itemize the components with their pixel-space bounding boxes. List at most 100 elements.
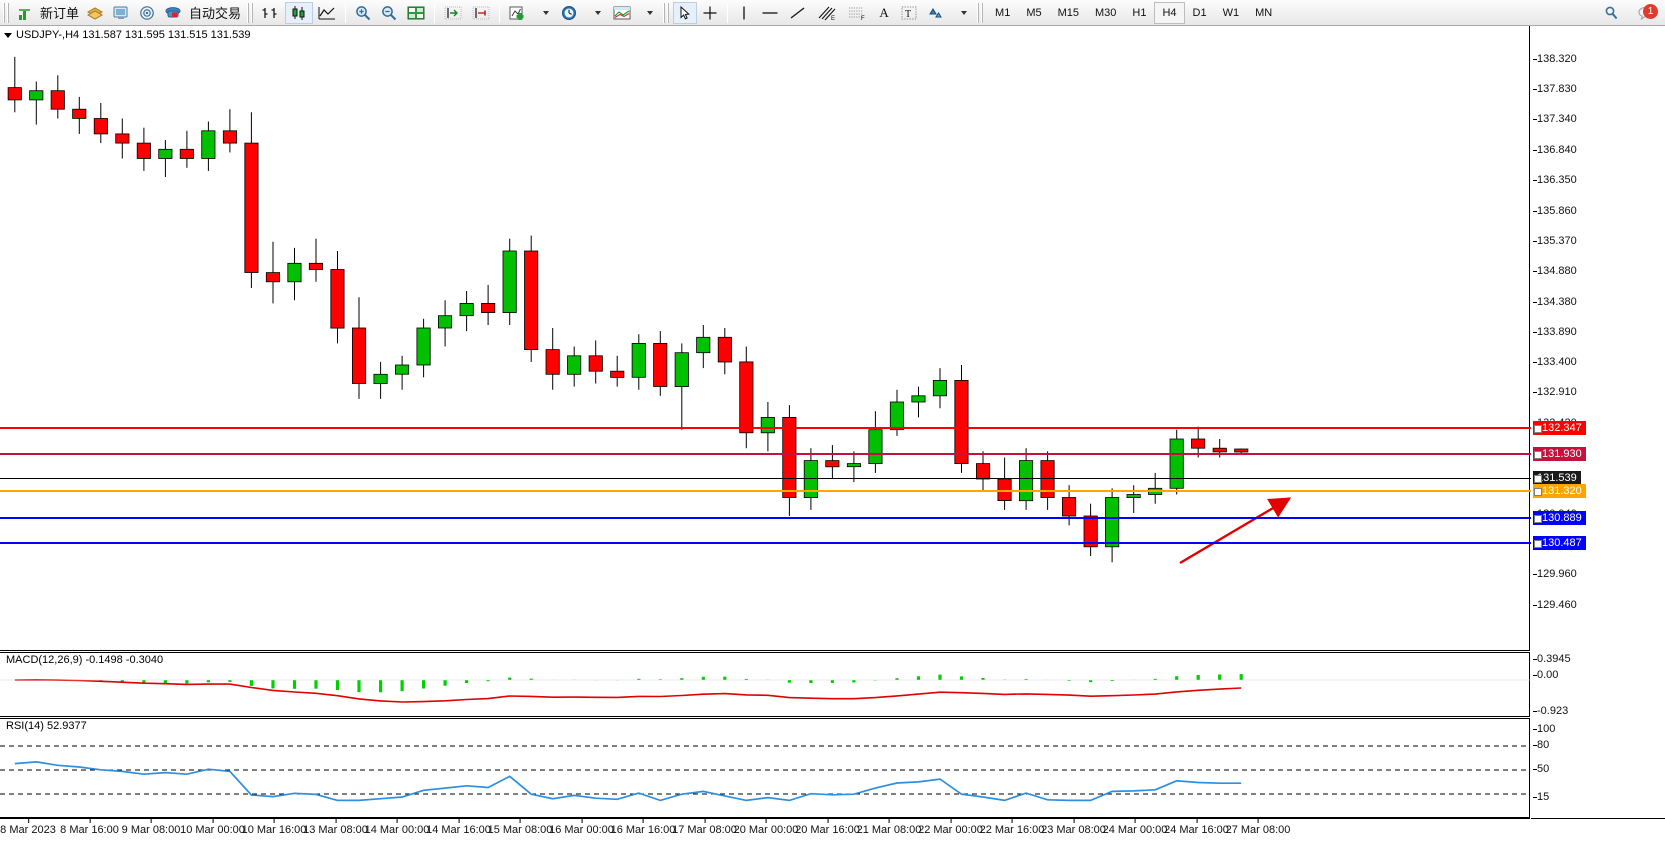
autotrading-button[interactable] [160,2,186,24]
monitor-icon [113,6,128,19]
candlestick-chart-button[interactable] [285,1,314,24]
toolbar-grip[interactable] [3,2,10,23]
timeframe-button-d1[interactable]: D1 [1185,2,1215,24]
zoom-in-button[interactable] [350,2,376,24]
timeframe-button-m5[interactable]: M5 [1018,2,1049,24]
shapes-icon [929,7,942,17]
time-tick: 22 Mar 16:00 [979,819,1045,836]
notifications-button[interactable]: 1 [1631,2,1659,24]
add-indicator-icon [509,6,524,20]
time-tick: 24 Mar 00:00 [1102,819,1168,836]
price-tick: 133.400 [1533,356,1577,369]
cursor-arrow-icon [680,5,691,19]
toolbar-grip-4[interactable] [977,2,985,23]
timeframe-button-h1[interactable]: H1 [1124,2,1154,24]
toolbar-grip-3[interactable] [663,2,671,23]
search-button[interactable] [1599,2,1623,24]
shapes-tool-button[interactable] [922,2,950,24]
market-watch-button[interactable] [108,2,134,24]
timeframe-button-mn[interactable]: MN [1247,2,1280,24]
trendline-icon [790,6,805,19]
radar-icon [140,5,154,20]
time-tick: 15 Mar 08:00 [487,819,553,836]
price-level-line[interactable] [0,490,1531,493]
time-tick: 20 Mar 00:00 [733,819,799,836]
price-level-tag[interactable]: 130.889 [1533,511,1586,526]
timeframe-button-m1[interactable]: M1 [987,2,1018,24]
price-level-line[interactable] [0,517,1531,520]
add-indicator-dropdown[interactable] [532,2,556,24]
chart-area[interactable]: MACD(12,26,9) -0.1498 -0.3040 RSI(14) 52… [0,26,1665,844]
timeframe-group: M1 M5 M15 M30 H1 H4 D1 W1 MN [987,1,1280,24]
line-chart-button[interactable] [313,2,341,24]
trendline-tool-button[interactable] [784,2,812,24]
timeframe-button-m30[interactable]: M30 [1087,2,1124,24]
price-level-line[interactable] [0,541,1531,544]
templates-dropdown[interactable] [636,2,660,24]
timeframe-label: D1 [1192,6,1207,19]
period-dropdown[interactable] [584,2,608,24]
toolbar-grip-2[interactable] [247,2,255,23]
timeframe-label: M15 [1057,6,1079,19]
price-tick: 133.890 [1533,326,1577,339]
text-tool-button[interactable]: A [872,2,896,24]
main-toolbar: 新订单 自动交易 [0,0,1665,26]
svg-text:F: F [861,16,865,21]
time-tick: 9 Mar 08:00 [121,819,181,836]
price-tick: 137.340 [1533,113,1577,126]
period-button[interactable] [556,2,584,24]
price-tick: 137.830 [1533,83,1577,96]
horizontal-line-tool-button[interactable] [756,2,784,24]
chevron-down-icon-3 [646,10,653,15]
price-level-tag[interactable]: 130.487 [1533,535,1586,550]
equidistant-channel-button[interactable]: E [812,2,842,24]
timeframe-button-h4[interactable]: H4 [1154,1,1185,24]
chart-collapse-icon[interactable] [4,32,12,38]
time-tick: 24 Mar 16:00 [1164,819,1229,836]
new-order-button[interactable] [13,2,37,24]
price-level-tag[interactable]: 131.539 [1533,470,1581,485]
timeframe-button-m15[interactable]: M15 [1050,2,1087,24]
price-tick: 135.860 [1533,204,1577,217]
auto-scroll-button[interactable] [439,2,467,24]
time-axis[interactable]: 8 Mar 2023 8 Mar 16:00 9 Mar 08:00 10 Mar 0… [0,818,1530,844]
search-icon [1605,6,1618,20]
macd-scale-tick: -0.923 [1532,705,1569,717]
cursor-tool-button[interactable] [673,1,698,24]
price-level-tag[interactable]: 131.320 [1533,484,1586,499]
chart-shift-button[interactable] [467,2,495,24]
zoom-out-button[interactable] [376,2,402,24]
signals-button[interactable] [134,2,160,24]
price-level-tag[interactable]: 132.347 [1533,421,1586,436]
price-level-line[interactable] [0,452,1531,455]
text-label-tool-button[interactable]: T [896,2,922,24]
svg-text:T: T [905,9,911,20]
price-level-line[interactable] [0,427,1531,430]
crosshair-tool-button[interactable] [697,2,723,24]
rsi-scale-tick: 100 [1532,723,1556,735]
trend-arrow-annotation[interactable] [1175,491,1355,571]
add-indicator-button[interactable] [504,2,532,24]
data-window-button[interactable] [402,2,430,24]
clock-icon [562,5,577,20]
time-tick: 23 Mar 08:00 [1041,819,1106,836]
shapes-dropdown[interactable] [950,2,974,24]
macd-series [0,674,1530,703]
price-tick: 138.320 [1533,53,1577,65]
price-level-tag[interactable]: 131.930 [1533,446,1586,461]
chevron-down-icon-2 [594,10,601,15]
bar-chart-icon [262,7,277,18]
bar-chart-button[interactable] [257,2,285,24]
autotrading-label[interactable]: 自动交易 [189,6,242,21]
fibonacci-tool-button[interactable]: F [842,2,872,24]
toolbar-separator-1 [345,2,347,23]
templates-button[interactable] [608,2,636,24]
new-order-label[interactable]: 新订单 [40,6,80,21]
price-plot[interactable] [0,26,1530,818]
time-tick: 16 Mar 16:00 [610,819,676,836]
stack-icon [87,6,104,20]
chart-shift-icon [472,6,490,19]
vertical-line-tool-button[interactable] [732,2,756,24]
timeframe-button-w1[interactable]: W1 [1215,2,1248,24]
indicators-button[interactable] [82,2,108,24]
